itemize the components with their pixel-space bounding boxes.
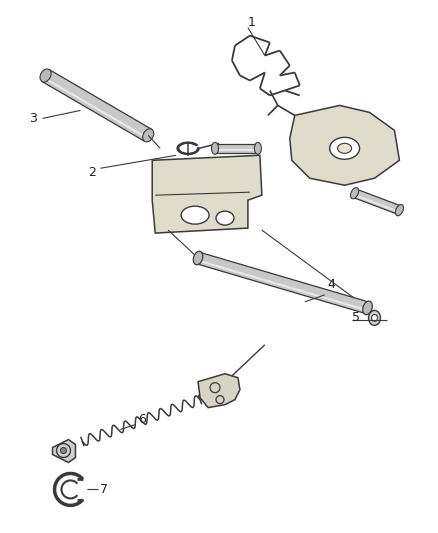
Circle shape bbox=[60, 448, 66, 454]
Text: 7: 7 bbox=[100, 483, 108, 496]
Ellipse shape bbox=[362, 301, 371, 314]
Polygon shape bbox=[196, 252, 368, 313]
Ellipse shape bbox=[193, 251, 202, 265]
Polygon shape bbox=[289, 106, 399, 185]
Ellipse shape bbox=[395, 205, 403, 216]
Ellipse shape bbox=[142, 129, 153, 142]
Ellipse shape bbox=[367, 310, 380, 325]
Ellipse shape bbox=[254, 142, 261, 154]
Polygon shape bbox=[42, 69, 152, 141]
Text: 3: 3 bbox=[28, 112, 36, 125]
Polygon shape bbox=[215, 144, 257, 153]
Polygon shape bbox=[152, 155, 261, 233]
Polygon shape bbox=[352, 189, 400, 214]
Ellipse shape bbox=[211, 142, 218, 154]
Ellipse shape bbox=[215, 211, 233, 225]
Ellipse shape bbox=[40, 69, 51, 82]
Text: 6: 6 bbox=[138, 413, 146, 426]
Text: 5: 5 bbox=[351, 311, 359, 325]
Polygon shape bbox=[198, 374, 240, 408]
Ellipse shape bbox=[350, 188, 358, 199]
Text: 2: 2 bbox=[88, 166, 96, 179]
Ellipse shape bbox=[371, 314, 377, 321]
Bar bbox=[118, 29, 424, 230]
Text: 4: 4 bbox=[327, 278, 335, 292]
Polygon shape bbox=[53, 440, 75, 463]
Ellipse shape bbox=[181, 206, 208, 224]
Text: 1: 1 bbox=[247, 16, 255, 29]
Ellipse shape bbox=[329, 138, 359, 159]
Ellipse shape bbox=[337, 143, 351, 154]
